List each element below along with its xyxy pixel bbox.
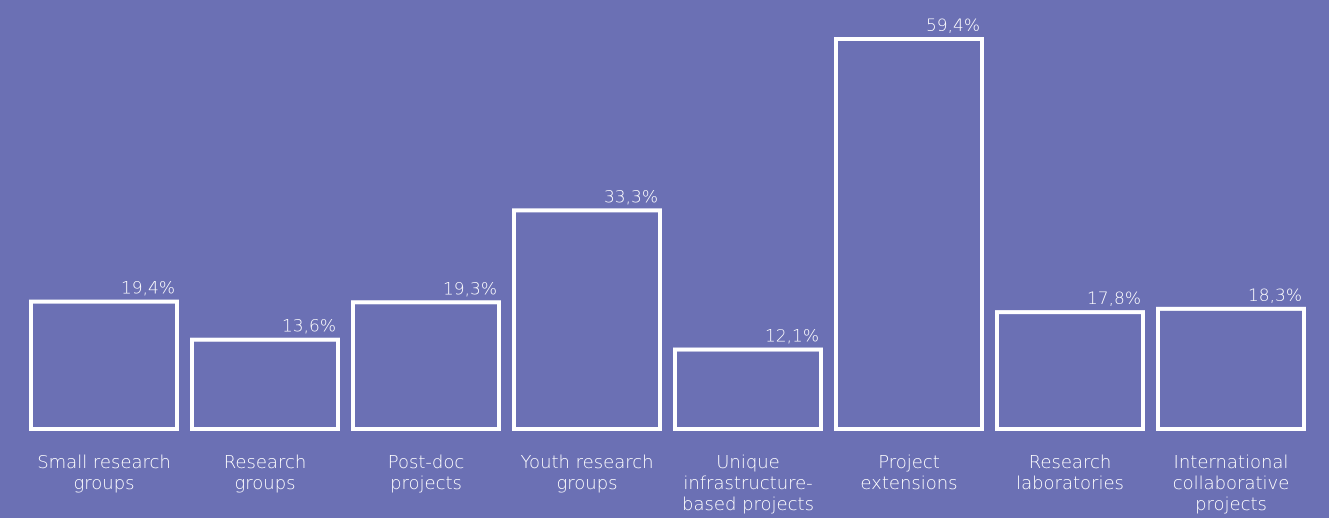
category-label-line: Small research: [37, 452, 171, 473]
category-label-8: International collaborative projects: [1173, 452, 1290, 515]
bar-6: [834, 37, 984, 431]
value-label-5: 12,1%: [765, 327, 819, 347]
category-label-line: based projects: [682, 494, 814, 515]
category-label-line: projects: [390, 473, 462, 494]
category-label-line: International: [1174, 452, 1289, 473]
value-label-8: 18,3%: [1248, 286, 1302, 306]
category-label-line: groups: [234, 473, 295, 494]
category-label-line: extensions: [860, 473, 957, 494]
category-label-4: Youth research groups: [520, 452, 653, 494]
value-label-6: 59,4%: [926, 16, 980, 36]
category-label-line: Post-doc: [388, 452, 465, 473]
bar-4: [512, 208, 662, 431]
category-label-line: Youth research: [520, 452, 653, 473]
category-label-3: Post-doc projects: [388, 452, 465, 494]
bar-5: [673, 347, 823, 431]
bar-7: [995, 310, 1145, 432]
category-label-5: Unique infrastructure-based projects: [682, 452, 814, 515]
bar-8: [1156, 306, 1306, 431]
category-label-2: Research groups: [224, 452, 307, 494]
bar-1: [29, 299, 179, 431]
value-labels-group: 19,4% 13,6% 19,3% 33,3% 12,1% 59,4% 17,8% 18,3%: [121, 16, 1302, 347]
category-label-line: Research: [1029, 452, 1112, 473]
category-label-line: infrastructure-: [683, 473, 812, 494]
category-label-6: Project extensions: [860, 452, 957, 494]
value-label-3: 19,3%: [443, 279, 497, 299]
bar-2: [190, 337, 340, 431]
bars-group: [29, 37, 1306, 432]
category-label-line: laboratories: [1016, 473, 1124, 494]
value-label-1: 19,4%: [121, 279, 175, 299]
category-label-line: Research: [224, 452, 307, 473]
category-label-7: Research laboratories: [1016, 452, 1124, 494]
category-label-line: collaborative: [1173, 473, 1290, 494]
value-label-2: 13,6%: [282, 317, 336, 337]
bar-3: [351, 300, 501, 432]
category-label-line: Unique: [716, 452, 780, 473]
category-label-line: groups: [556, 473, 617, 494]
category-label-line: Project: [878, 452, 940, 473]
value-label-4: 33,3%: [604, 187, 658, 207]
category-label-1: Small research groups: [37, 452, 171, 494]
category-label-line: groups: [73, 473, 134, 494]
category-label-line: projects: [1195, 494, 1267, 515]
value-label-7: 17,8%: [1087, 289, 1141, 309]
